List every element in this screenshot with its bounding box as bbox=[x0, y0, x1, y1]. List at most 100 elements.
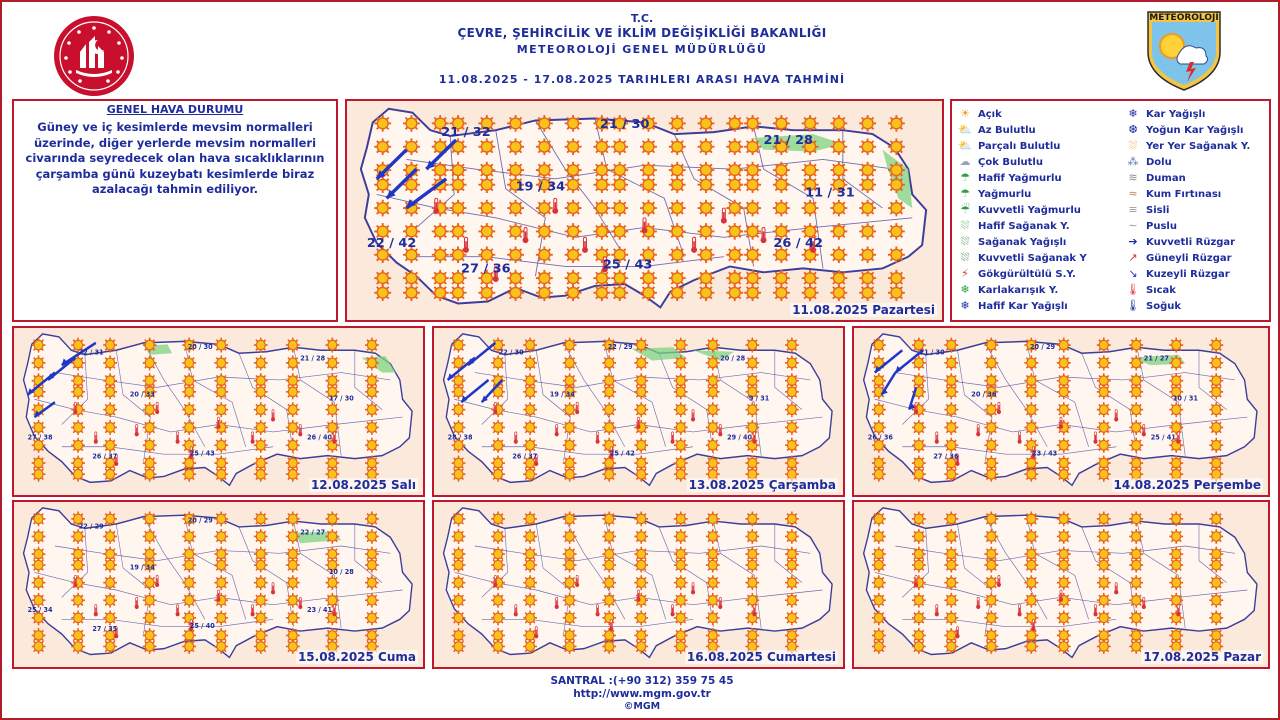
sun-icon bbox=[325, 337, 340, 353]
sun-icon bbox=[697, 176, 715, 194]
province-border bbox=[957, 350, 993, 462]
sun-icon bbox=[744, 246, 762, 264]
sun-icon bbox=[507, 176, 525, 194]
province-border bbox=[354, 524, 383, 583]
hot-thermometer-icon bbox=[955, 453, 960, 467]
sun-icon bbox=[523, 575, 537, 591]
sun-icon bbox=[478, 284, 496, 302]
sun-icon bbox=[253, 575, 268, 591]
sun-icon bbox=[403, 269, 420, 287]
sun-icon bbox=[71, 384, 85, 400]
legend-label: Sağanak Yağışlı bbox=[978, 236, 1067, 248]
sun-icon bbox=[1024, 402, 1039, 418]
temp-label-c: 20 / 33 bbox=[130, 390, 155, 398]
sun-icon bbox=[871, 437, 886, 453]
sun-icon bbox=[745, 610, 760, 626]
ministry-emblem-logo bbox=[54, 16, 134, 96]
sun-icon bbox=[911, 511, 926, 527]
temp-label-n: 20 / 29 bbox=[1030, 343, 1055, 351]
sun-icon bbox=[830, 138, 848, 156]
sun-icon bbox=[31, 511, 46, 527]
map-panel-sunday: 17.08.2025 Pazar bbox=[852, 500, 1270, 669]
temp-label-se: 23 / 41 bbox=[307, 606, 332, 614]
sun-icon bbox=[214, 384, 229, 400]
sun-icon bbox=[564, 138, 582, 156]
sun-icon bbox=[1096, 639, 1111, 654]
shower-icon: ⛆ bbox=[960, 235, 970, 248]
sun-icon bbox=[744, 138, 762, 156]
province-border bbox=[481, 354, 508, 425]
legend-item: ☁ Çok Bulutlu bbox=[956, 154, 1124, 170]
sun-icon bbox=[182, 337, 197, 353]
sun-icon bbox=[830, 284, 848, 302]
sun-icon bbox=[507, 223, 525, 240]
sun-icon bbox=[103, 575, 117, 591]
hot-thermometer-icon bbox=[690, 582, 696, 595]
sun-icon bbox=[449, 246, 467, 264]
sun-icon bbox=[491, 355, 505, 371]
hot-thermometer-icon bbox=[513, 431, 518, 444]
hot-thermometer-icon bbox=[134, 596, 139, 610]
province-border bbox=[61, 446, 274, 455]
sun-icon bbox=[1096, 575, 1111, 591]
sun-icon bbox=[491, 337, 505, 353]
sun-icon bbox=[1056, 628, 1071, 643]
heavy-rain-icon: ☔ bbox=[960, 203, 970, 216]
temp-label-sw: 27 / 36 bbox=[461, 261, 511, 276]
legend-list: ☀ Açık ⛅ Az Bulutlu ⛅ Parçalı Bulutlu ☁ Çok Bul… bbox=[956, 106, 1269, 318]
sun-icon bbox=[673, 355, 688, 371]
sun-icon bbox=[1056, 639, 1071, 654]
sun-icon bbox=[634, 384, 649, 400]
sun-icon bbox=[214, 610, 229, 626]
sun-icon bbox=[103, 437, 117, 453]
legend-item: 🌡 Soğuk bbox=[1124, 298, 1269, 314]
footer-website-link[interactable]: http://www.mgm.gov.tr bbox=[573, 688, 711, 700]
province-border bbox=[957, 523, 993, 635]
hot-thermometer-icon bbox=[1058, 416, 1064, 429]
temp-label-e: 11 / 31 bbox=[805, 185, 855, 200]
hot-thermometer-icon bbox=[1176, 431, 1181, 444]
sun-icon bbox=[830, 161, 848, 179]
sun-icon bbox=[785, 546, 799, 562]
sun-icon bbox=[1096, 610, 1111, 626]
sun-icon bbox=[726, 199, 744, 217]
sun-icon bbox=[253, 419, 268, 435]
sun-icon bbox=[562, 437, 577, 453]
sun-icon bbox=[1169, 402, 1184, 418]
hot-thermometer-icon bbox=[914, 574, 919, 588]
sun-icon bbox=[726, 269, 744, 287]
sun-icon bbox=[1169, 592, 1184, 608]
sun-icon bbox=[785, 628, 799, 643]
sun-icon bbox=[562, 355, 577, 371]
cloud-icon: ☁ bbox=[959, 155, 971, 168]
hot-thermometer-icon bbox=[1114, 582, 1119, 595]
sun-icon bbox=[1209, 355, 1224, 371]
sun-icon bbox=[365, 402, 379, 418]
sun-icon bbox=[887, 176, 905, 194]
sun-icon bbox=[640, 284, 657, 302]
sandstorm-icon: ≈ bbox=[1128, 187, 1138, 200]
hot-thermometer-icon bbox=[670, 604, 675, 617]
sun-icon bbox=[673, 610, 688, 626]
map-date-thursday: 14.08.2025 Perşembe bbox=[1111, 478, 1263, 492]
sun-icon bbox=[726, 223, 744, 240]
sun-icon bbox=[365, 529, 379, 544]
sun-icon bbox=[673, 529, 688, 544]
sun-icon bbox=[984, 337, 999, 353]
sun-icon bbox=[602, 337, 617, 353]
sun-icon bbox=[611, 284, 629, 302]
sun-icon bbox=[745, 511, 760, 527]
temp-label-n: 21 / 30 bbox=[600, 117, 650, 132]
hot-thermometer-icon bbox=[1093, 431, 1098, 444]
sun-icon bbox=[744, 269, 762, 287]
hot-thermometer-icon bbox=[752, 431, 757, 444]
province-border bbox=[61, 619, 274, 627]
sun-icon bbox=[1169, 419, 1184, 435]
sun-icon bbox=[71, 639, 85, 654]
header: T.C. ÇEVRE, ŞEHİRCİLİK VE İKLİM DEĞİŞİKL… bbox=[2, 2, 1280, 98]
sun-icon bbox=[1056, 575, 1071, 591]
sun-icon bbox=[374, 246, 392, 264]
sun-icon bbox=[253, 337, 268, 353]
legend-label: Açık bbox=[978, 108, 1002, 120]
sun-icon bbox=[523, 402, 537, 418]
